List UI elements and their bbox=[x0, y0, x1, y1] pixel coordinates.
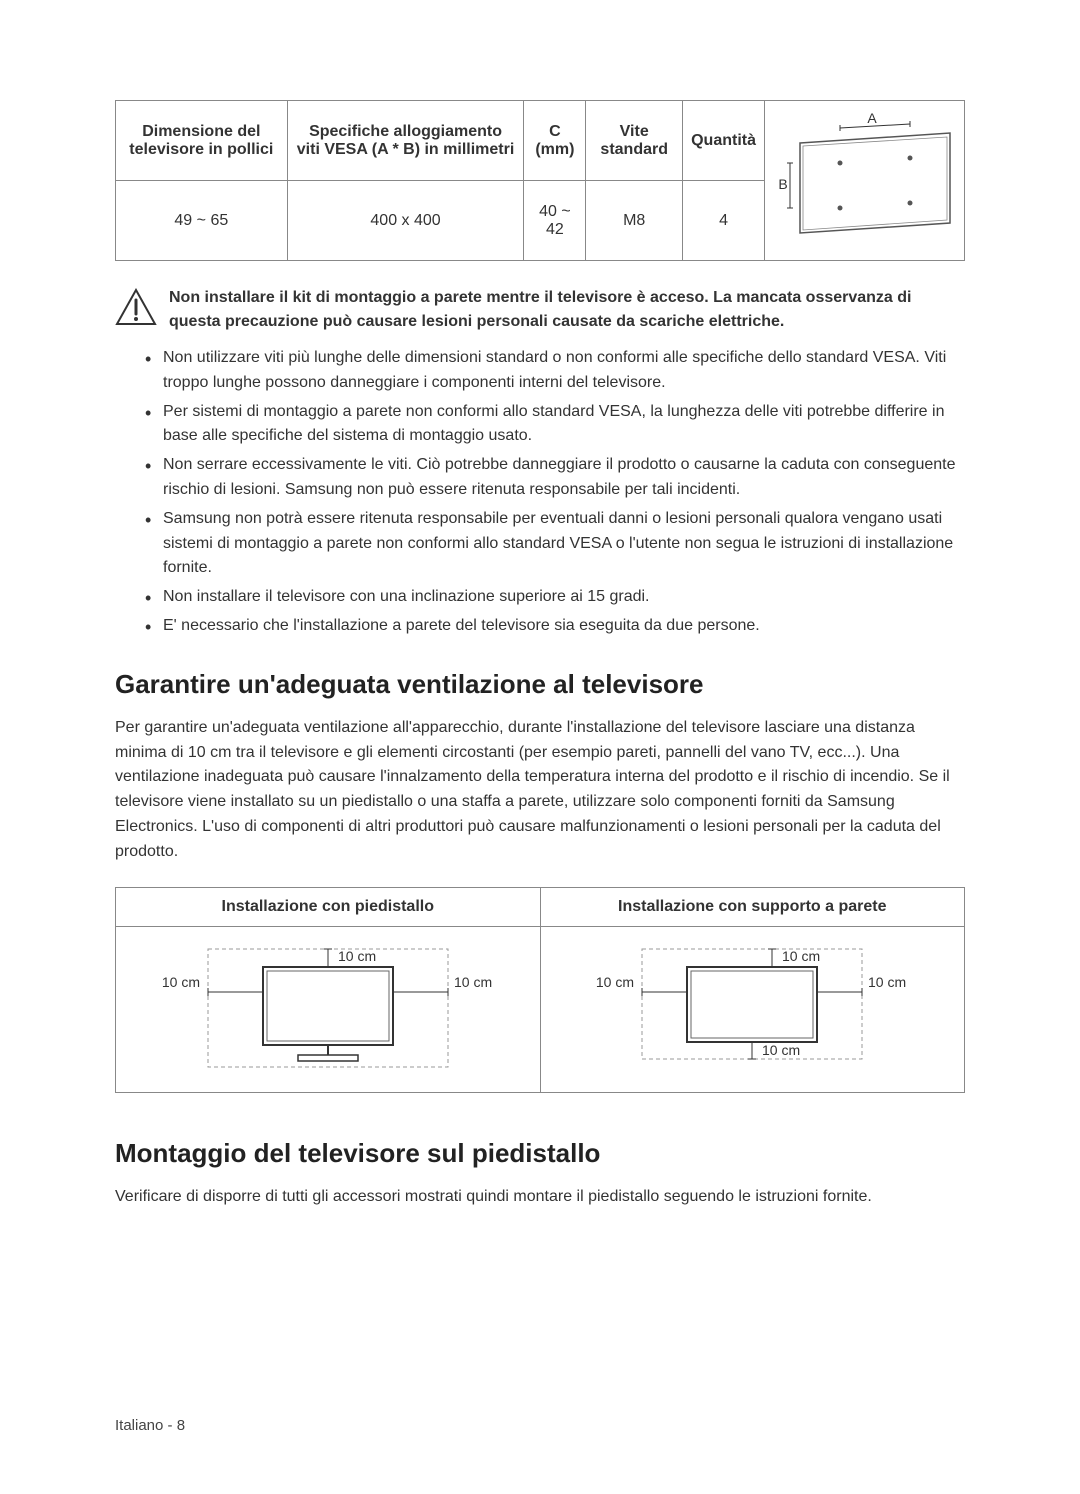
th-tv-size: Dimensione del televisore in pollici bbox=[116, 101, 288, 181]
wall-diagram-cell: 10 cm 10 cm 10 cm 10 cm bbox=[540, 926, 965, 1092]
svg-text:10 cm: 10 cm bbox=[782, 948, 820, 964]
warning-block: Non installare il kit di montaggio a par… bbox=[115, 286, 965, 334]
th-qty: Quantità bbox=[683, 101, 765, 181]
list-item: Non installare il televisore con una inc… bbox=[145, 585, 965, 610]
th-vesa-spec: Specifiche alloggiamento viti VESA (A * … bbox=[287, 101, 524, 181]
ventilation-heading: Garantire un'adeguata ventilazione al te… bbox=[115, 669, 965, 700]
th-screw: Vite standard bbox=[586, 101, 683, 181]
svg-text:10 cm: 10 cm bbox=[454, 974, 492, 990]
tv-back-diagram-cell: A B bbox=[765, 101, 965, 261]
list-item: Per sistemi di montaggio a parete non co… bbox=[145, 400, 965, 450]
td-vesa-spec: 400 x 400 bbox=[287, 181, 524, 261]
list-item: Non serrare eccessivamente le viti. Ciò … bbox=[145, 453, 965, 503]
wall-install-diagram: 10 cm 10 cm 10 cm 10 cm bbox=[572, 937, 932, 1077]
warning-text: Non installare il kit di montaggio a par… bbox=[169, 286, 965, 334]
svg-text:10 cm: 10 cm bbox=[762, 1042, 800, 1058]
ventilation-body: Per garantire un'adeguata ventilazione a… bbox=[115, 716, 965, 865]
th-wall-install: Installazione con supporto a parete bbox=[540, 887, 965, 926]
tv-back-diagram: A B bbox=[775, 113, 955, 243]
stand-install-diagram: 10 cm 10 cm 10 cm bbox=[148, 937, 508, 1077]
svg-text:A: A bbox=[867, 113, 877, 126]
list-item: Non utilizzare viti più lunghe delle dim… bbox=[145, 346, 965, 396]
list-item: E' necessario che l'installazione a pare… bbox=[145, 614, 965, 639]
td-screw: M8 bbox=[586, 181, 683, 261]
svg-text:10 cm: 10 cm bbox=[338, 948, 376, 964]
svg-text:10 cm: 10 cm bbox=[596, 974, 634, 990]
td-tv-size: 49 ~ 65 bbox=[116, 181, 288, 261]
stand-diagram-cell: 10 cm 10 cm 10 cm bbox=[116, 926, 541, 1092]
svg-text:10 cm: 10 cm bbox=[868, 974, 906, 990]
vesa-spec-table: Dimensione del televisore in pollici Spe… bbox=[115, 100, 965, 261]
mounting-heading: Montaggio del televisore sul piedistallo bbox=[115, 1138, 965, 1169]
svg-text:10 cm: 10 cm bbox=[162, 974, 200, 990]
th-stand-install: Installazione con piedistallo bbox=[116, 887, 541, 926]
installation-table: Installazione con piedistallo Installazi… bbox=[115, 887, 965, 1093]
page-footer: Italiano - 8 bbox=[115, 1417, 185, 1434]
mounting-body: Verificare di disporre di tutti gli acce… bbox=[115, 1185, 965, 1210]
list-item: Samsung non potrà essere ritenuta respon… bbox=[145, 507, 965, 581]
svg-text:B: B bbox=[778, 176, 787, 192]
td-qty: 4 bbox=[683, 181, 765, 261]
th-c-mm: C (mm) bbox=[524, 101, 586, 181]
warning-icon bbox=[115, 288, 157, 331]
precautions-list: Non utilizzare viti più lunghe delle dim… bbox=[115, 346, 965, 639]
td-c-mm: 40 ~ 42 bbox=[524, 181, 586, 261]
